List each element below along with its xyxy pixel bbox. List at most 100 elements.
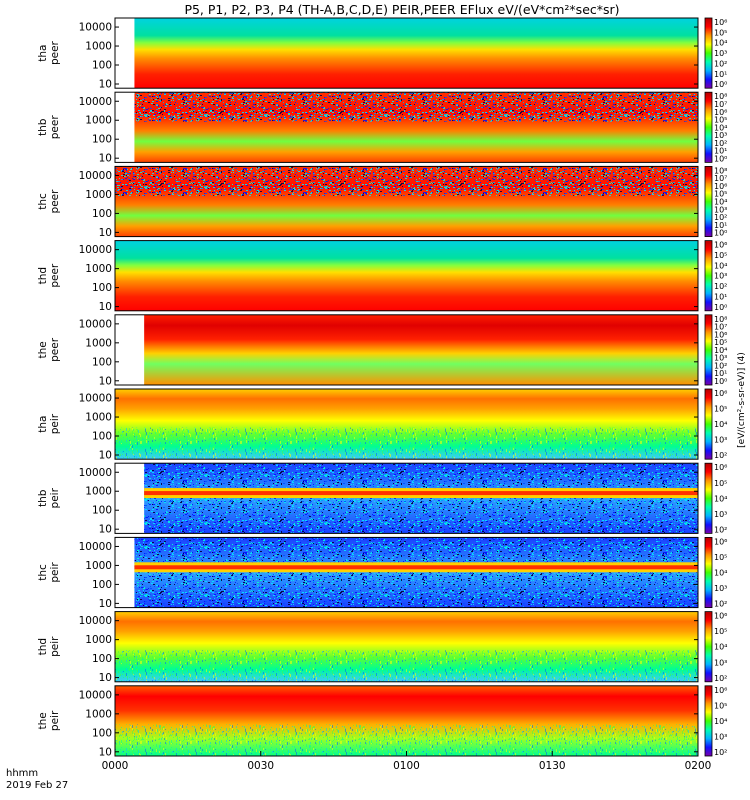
colorbar-tick-label: 10² bbox=[714, 361, 727, 370]
colorbar-tick-label: 10¹ bbox=[714, 147, 727, 156]
colorbar-tick-label: 10¹ bbox=[714, 292, 727, 301]
panel-probe-label: thb bbox=[37, 489, 49, 507]
date-label: 2019 Feb 27 bbox=[6, 780, 68, 791]
colorbar-tick-label: 10⁴ bbox=[714, 39, 727, 48]
colorbar-tick-label: 10⁴ bbox=[714, 123, 727, 132]
y-tick-label: 1000 bbox=[85, 708, 112, 720]
colorbar-tick-label: 10⁵ bbox=[714, 251, 727, 260]
panel-frame bbox=[114, 165, 699, 238]
panel-product-label: peir bbox=[49, 636, 61, 657]
colorbar-tick-label: 10⁵ bbox=[714, 338, 727, 347]
colorbar-tick-label: 10² bbox=[714, 525, 727, 534]
colorbar-tick-label: 10⁶ bbox=[714, 686, 727, 695]
y-tick-label: 10 bbox=[99, 153, 112, 165]
colorbar-tick-label: 10¹ bbox=[714, 221, 727, 230]
panel-thb-peir: 10 100 1000 10000 thb peir 10⁶ 10⁵ 10⁴ 10³ 10² bbox=[37, 462, 727, 536]
panel-product-label: peer bbox=[49, 189, 61, 214]
y-tick-label: 1000 bbox=[85, 560, 112, 572]
y-tick-label: 1000 bbox=[85, 115, 112, 127]
colorbar-tick-label: 10⁶ bbox=[714, 18, 727, 27]
spectrogram-tha-peer bbox=[134, 18, 698, 89]
colorbar-tick-label: 10² bbox=[714, 451, 727, 460]
y-tick-label: 100 bbox=[92, 431, 112, 443]
panel-product-label: peir bbox=[49, 562, 61, 583]
panel-the-peir: 10 100 1000 10000 the peir 10⁶ 10⁵ 10⁴ 10³ 10² bbox=[37, 685, 727, 758]
panel-product-label: peir bbox=[49, 710, 61, 731]
colorbar-tick-label: 10² bbox=[714, 674, 727, 683]
panel-probe-label: thd bbox=[37, 638, 49, 655]
colorbar-tick-label: 10³ bbox=[714, 584, 727, 593]
spectrogram-thd-peer bbox=[115, 240, 698, 311]
colorbar-tick-label: 10⁶ bbox=[714, 108, 727, 117]
colorbar-tick-label: 10⁷ bbox=[714, 323, 727, 332]
colorbar-tick-label: 10⁴ bbox=[714, 717, 727, 726]
x-tick-label: 0130 bbox=[539, 760, 566, 772]
y-tick-label: 10 bbox=[99, 524, 112, 536]
y-tick-label: 1000 bbox=[85, 412, 112, 424]
colorbar-tick-label: 10³ bbox=[714, 205, 727, 214]
colorbar-tick-label: 10⁵ bbox=[714, 627, 727, 636]
y-tick-label: 1000 bbox=[85, 337, 112, 349]
y-tick-label: 10 bbox=[99, 746, 112, 758]
y-tick-label: 100 bbox=[92, 134, 112, 146]
y-tick-label: 100 bbox=[92, 505, 112, 517]
colorbar-thc-peir bbox=[704, 537, 713, 609]
colorbar-tick-label: 10⁶ bbox=[714, 537, 727, 546]
colorbar-tick-label: 10⁸ bbox=[714, 92, 727, 101]
colorbar-tick-label: 10³ bbox=[714, 131, 727, 140]
y-tick-label: 10 bbox=[99, 375, 112, 387]
panel-frame bbox=[114, 462, 699, 534]
x-tick-label: 0100 bbox=[393, 760, 420, 772]
colorbar-thb-peer bbox=[704, 91, 713, 163]
colorbar-tick-label: 10³ bbox=[714, 732, 727, 741]
panel-probe-label: thd bbox=[37, 267, 49, 284]
panel-thd-peir: 10 100 1000 10000 thd peir 10⁶ 10⁵ 10⁴ 10³ 10² bbox=[37, 611, 727, 684]
y-tick-label: 10 bbox=[99, 449, 112, 461]
panel-frame bbox=[114, 91, 699, 163]
y-tick-label: 1000 bbox=[85, 41, 112, 53]
y-tick-label: 10 bbox=[99, 672, 112, 684]
panel-probe-label: tha bbox=[37, 415, 49, 432]
panel-product-label: peir bbox=[49, 487, 61, 508]
colorbar-tick-label: 10⁶ bbox=[714, 182, 727, 191]
colorbar-tick-label: 10³ bbox=[714, 272, 727, 281]
colorbar-tick-label: 10⁵ bbox=[714, 190, 727, 199]
colorbar-tick-label: 10⁴ bbox=[714, 261, 727, 270]
colorbar-tha-peir bbox=[704, 388, 713, 460]
colorbar-tick-label: 10⁷ bbox=[714, 100, 727, 109]
colorbar-tick-label: 10² bbox=[714, 213, 727, 222]
colorbar-tick-label: 10⁶ bbox=[714, 241, 727, 250]
colorbar-the-peir bbox=[704, 685, 713, 757]
y-tick-label: 100 bbox=[92, 60, 112, 72]
colorbar-tick-label: 10⁸ bbox=[714, 166, 727, 175]
colorbar-tick-label: 10⁴ bbox=[714, 346, 727, 355]
colorbar-tick-label: 10³ bbox=[714, 436, 727, 445]
figure-title: P5, P1, P2, P3, P4 (TH-A,B,C,D,E) PEIR,P… bbox=[184, 2, 619, 17]
panel-frame bbox=[114, 611, 699, 683]
panel-frame bbox=[114, 388, 699, 460]
colorbar-tick-label: 10⁶ bbox=[714, 389, 727, 398]
y-tick-label: 100 bbox=[92, 653, 112, 665]
panel-probe-label: thb bbox=[37, 118, 49, 136]
colorbar-tick-label: 10⁶ bbox=[714, 612, 727, 621]
y-tick-label: 10000 bbox=[79, 22, 112, 34]
colorbar-unit-label: [eV/(cm²-s-sr-eV)] (4) bbox=[737, 352, 747, 448]
colorbar-tick-label: 10² bbox=[714, 139, 727, 148]
colorbar-tick-label: 10² bbox=[714, 59, 727, 68]
colorbar-tick-label: 10⁰ bbox=[714, 303, 727, 312]
colorbar-tick-label: 10³ bbox=[714, 510, 727, 519]
panel-probe-label: the bbox=[37, 341, 49, 358]
y-tick-label: 10000 bbox=[79, 318, 112, 330]
y-tick-label: 1000 bbox=[85, 263, 112, 275]
y-tick-label: 100 bbox=[92, 356, 112, 368]
y-tick-label: 10000 bbox=[79, 467, 112, 479]
colorbar-tick-label: 10¹ bbox=[714, 369, 727, 378]
y-tick-label: 10000 bbox=[79, 689, 112, 701]
colorbar-tick-label: 10⁵ bbox=[714, 479, 727, 488]
colorbar-tha-peer bbox=[704, 17, 713, 89]
